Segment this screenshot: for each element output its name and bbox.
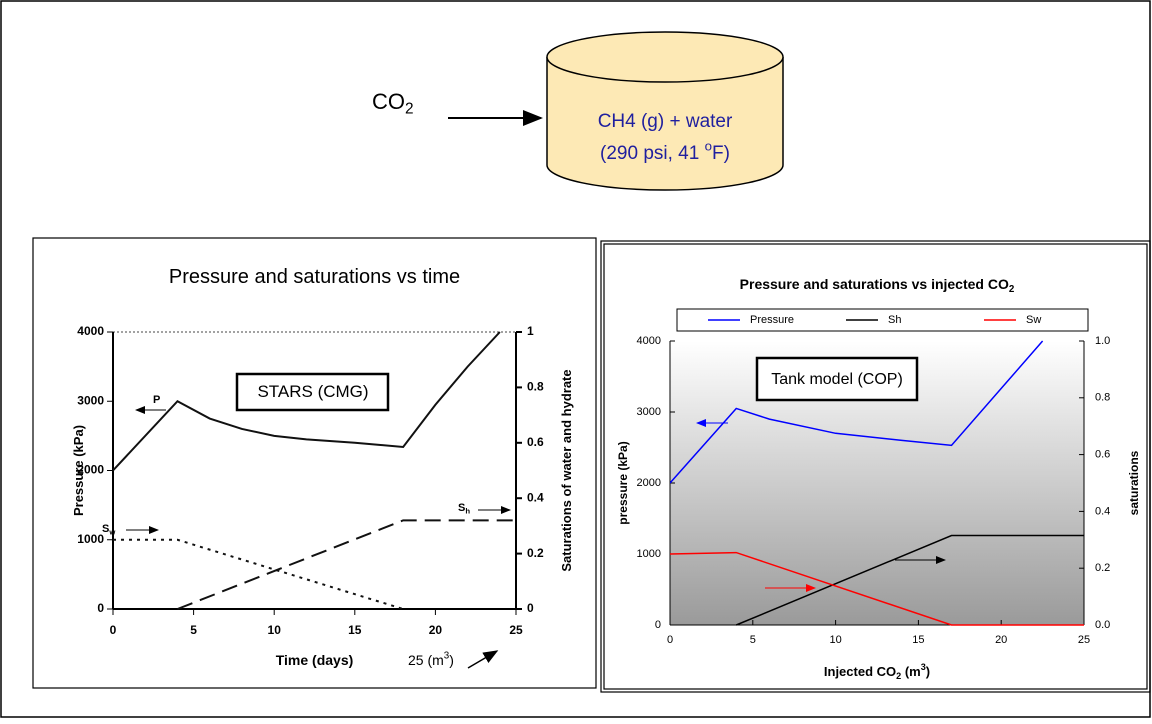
y-tick-label: 3000 — [637, 406, 661, 418]
x-axis-label-part: Injected CO — [824, 664, 896, 679]
y2-tick-label: 0 — [527, 601, 534, 615]
annotation-part: P — [153, 394, 160, 406]
tank-label-part: o — [705, 138, 712, 153]
y2-axis-label: saturations — [1127, 450, 1141, 515]
x-axis-label-part: ) — [926, 664, 930, 679]
y2-tick-label: 0.4 — [1095, 505, 1110, 517]
x-tick-label: 0 — [110, 623, 117, 637]
chart-title-part: Pressure and saturations vs injected CO — [740, 276, 1009, 292]
annotation-part: h — [465, 506, 470, 515]
legend-label: Sw — [1026, 314, 1041, 326]
y-axis-label: pressure (kPa) — [616, 441, 630, 524]
y-axis-label: Pressure (kPa) — [71, 425, 86, 516]
y2-tick-label: 0.6 — [527, 435, 544, 449]
x-tick-label: 5 — [750, 634, 756, 646]
annotation-part: w — [108, 527, 115, 536]
series-line — [113, 540, 403, 609]
annotation-arrow — [468, 651, 497, 668]
x-tick-label: 10 — [268, 623, 282, 637]
y-tick-label: 0 — [97, 601, 104, 615]
x-tick-label: 0 — [667, 634, 673, 646]
tank-label: CH4 (g) + water — [598, 111, 733, 132]
y2-axis-label-part: Saturations of water and hydrate — [559, 369, 574, 571]
annotation-part: S — [102, 523, 109, 535]
y2-axis-label-part: saturations — [1127, 450, 1141, 515]
x-tick-label: 10 — [829, 634, 841, 646]
y-tick-label: 1000 — [77, 532, 104, 546]
annotation: 25 (m3) — [408, 650, 454, 668]
x-tick-label: 15 — [348, 623, 362, 637]
page: CO2CH4 (g) + water(290 psi, 41 oF)Pressu… — [0, 0, 1152, 719]
x-axis-label: Time (days) — [276, 652, 354, 668]
x-axis-label: Injected CO2 (m3) — [824, 662, 930, 681]
tank-label-part: F) — [712, 143, 730, 164]
y-tick-label: 3000 — [77, 393, 104, 407]
x-tick-label: 20 — [429, 623, 443, 637]
left-panel — [33, 238, 596, 688]
annotation: P — [153, 394, 160, 406]
x-tick-label: 5 — [190, 623, 197, 637]
y-tick-label: 4000 — [77, 324, 104, 338]
chart-title-part: Pressure and saturations vs time — [169, 266, 460, 288]
tank-label-part: (290 psi, 41 — [600, 143, 705, 164]
y-axis-label-part: Pressure (kPa) — [71, 425, 86, 516]
legend-label: Sh — [888, 314, 901, 326]
y-tick-label: 1000 — [637, 548, 661, 560]
x-axis-label-part: Time (days) — [276, 652, 354, 668]
y-tick-label: 4000 — [637, 335, 661, 347]
annotation: STARS (CMG) — [257, 382, 368, 401]
inlet-label-part: 2 — [405, 101, 414, 118]
y2-tick-label: 1 — [527, 324, 534, 338]
y2-tick-label: 0.4 — [527, 490, 544, 504]
annotation-part: Tank model (COP) — [771, 371, 903, 388]
y2-tick-label: 0.2 — [1095, 562, 1110, 574]
annotation-part: STARS (CMG) — [257, 382, 368, 401]
y2-axis-label: Saturations of water and hydrate — [559, 369, 574, 571]
inlet-label: CO2 — [372, 89, 414, 118]
annotation-part: S — [458, 502, 465, 514]
y-axis-label-part: pressure (kPa) — [616, 441, 630, 524]
x-axis-label-part: (m — [901, 664, 921, 679]
y2-tick-label: 1.0 — [1095, 335, 1110, 347]
y2-tick-label: 0.8 — [1095, 392, 1110, 404]
annotation: Tank model (COP) — [771, 371, 903, 388]
inlet-label-part: CO — [372, 89, 405, 114]
chart-title: Pressure and saturations vs time — [169, 266, 460, 288]
annotation: Sh — [458, 502, 470, 515]
y2-tick-label: 0.2 — [527, 546, 544, 560]
series-line — [177, 520, 516, 609]
annotation-part: ) — [449, 652, 454, 668]
y2-tick-label: 0.6 — [1095, 449, 1110, 461]
chart-title-part: 2 — [1009, 284, 1015, 295]
x-tick-label: 25 — [1078, 634, 1090, 646]
x-tick-label: 20 — [995, 634, 1007, 646]
y-tick-label: 0 — [655, 619, 661, 631]
y2-tick-label: 0.8 — [527, 380, 544, 394]
x-tick-label: 15 — [912, 634, 924, 646]
chart-title: Pressure and saturations vs injected CO2 — [740, 276, 1015, 295]
x-tick-label: 25 — [509, 623, 523, 637]
y2-tick-label: 0.0 — [1095, 619, 1110, 631]
legend-label: Pressure — [750, 314, 794, 326]
y-tick-label: 2000 — [637, 477, 661, 489]
annotation-part: 25 (m — [408, 652, 444, 668]
tank-top — [547, 32, 783, 82]
